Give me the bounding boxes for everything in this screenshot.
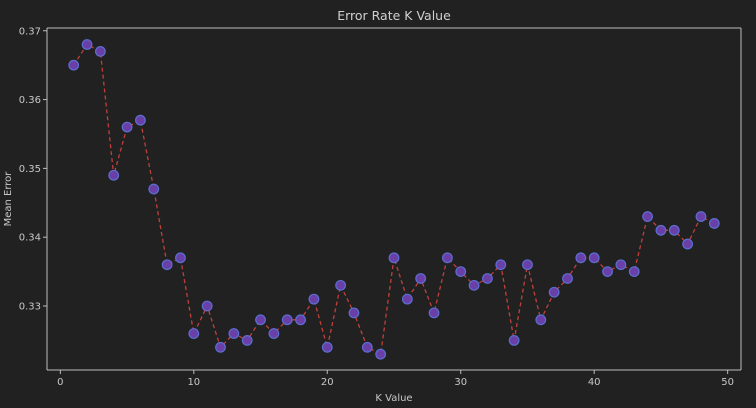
data-point-33 [495,259,507,271]
data-point-40 [588,252,600,264]
x-tick-label-10: 10 [187,377,200,388]
data-point-30 [455,266,467,277]
y-tick-label-0: 0.33 [19,302,41,313]
data-point-24 [375,348,387,360]
y-axis-label: Mean Error [3,171,14,227]
data-point-44 [642,211,653,222]
data-point-48 [695,211,707,222]
x-tick-label-0: 0 [57,377,63,388]
data-point-27 [415,273,427,284]
data-point-23 [361,341,373,353]
data-point-35 [522,259,533,271]
x-tick-label-30: 30 [454,377,467,388]
data-point-26 [401,293,413,305]
data-point-22 [348,307,360,319]
data-point-47 [682,238,694,250]
data-point-6 [135,114,146,126]
y-tick-label-1: 0.34 [19,233,41,244]
data-point-7 [148,183,160,195]
data-point-14 [241,335,253,346]
data-point-5 [121,121,133,133]
data-point-4 [108,169,120,181]
data-point-13 [228,328,240,339]
data-point-19 [308,293,320,305]
data-point-10 [188,328,200,339]
y-tick-label-2: 0.35 [19,164,41,175]
data-point-36 [535,314,547,326]
data-point-1 [68,59,80,71]
data-point-16 [268,328,280,339]
data-point-28 [428,307,440,319]
data-point-38 [562,273,573,284]
data-point-43 [628,266,640,277]
chart-title: Error Rate K Value [337,8,451,23]
data-point-39 [575,252,587,264]
data-point-34 [508,335,520,346]
data-point-46 [668,224,680,236]
data-point-20 [321,341,333,353]
plot-area: 0 10 20 30 40 50 0.33 0.34 0.35 0.36 0.37 [19,26,742,388]
y-tick-label-4: 0.37 [19,26,41,37]
data-point-25 [388,252,400,264]
data-point-9 [175,252,186,264]
data-point-45 [655,224,667,236]
data-point-37 [548,286,560,298]
data-point-21 [335,279,347,291]
data-point-2 [81,39,93,50]
data-point-29 [441,252,453,264]
x-tick-label-20: 20 [321,377,334,388]
series-line [73,43,715,356]
data-point-49 [708,218,720,229]
data-point-11 [201,300,213,312]
x-tick-label-40: 40 [588,377,601,388]
data-point-17 [281,314,293,326]
data-point-32 [482,273,493,284]
data-point-31 [468,279,480,291]
data-point-18 [295,314,306,326]
data-point-3 [94,45,106,57]
data-point-12 [215,341,226,353]
x-axis-label: K Value [375,393,412,404]
data-point-41 [602,266,613,277]
data-point-8 [161,259,173,271]
y-tick-label-3: 0.36 [19,95,41,106]
data-point-42 [615,259,627,271]
x-tick-label-50: 50 [721,377,734,388]
data-point-15 [255,314,266,326]
